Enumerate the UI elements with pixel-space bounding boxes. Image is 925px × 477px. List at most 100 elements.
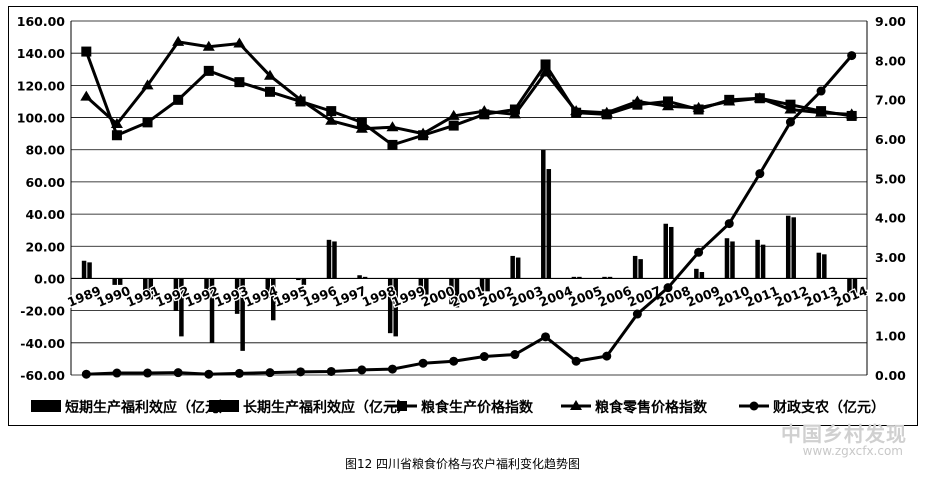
bar [240, 278, 245, 351]
line-point-triangle [141, 79, 154, 90]
bar [326, 239, 332, 279]
axes: -60.00 -40.00 -20.00 0.00 20.00 40.00 60.00 80.… [17, 14, 906, 383]
combo-chart: -60.00 -40.00 -20.00 0.00 20.00 40.00 60.00 80.… [17, 14, 906, 416]
bar [112, 278, 117, 285]
bar [760, 244, 766, 279]
line-point-triangle [539, 66, 552, 77]
line-point-triangle [294, 93, 307, 104]
right-tick-label: 4.00 [875, 211, 906, 226]
bar [209, 278, 215, 343]
bar [179, 278, 184, 337]
bar [173, 278, 179, 311]
bar [847, 278, 852, 295]
line-point-square [111, 130, 122, 141]
left-tick-label: 40.00 [25, 207, 65, 222]
bar [449, 278, 454, 305]
line-point-triangle [233, 37, 246, 48]
bar [301, 278, 307, 285]
line-point-circle [694, 247, 704, 257]
line-point-triangle [600, 106, 613, 117]
line-point-triangle [753, 92, 766, 103]
legend-swatch-bar [31, 400, 61, 412]
bar [485, 278, 490, 292]
right-tick-label: 0.00 [875, 368, 906, 383]
bar [479, 278, 485, 292]
bar [148, 278, 154, 300]
line-point-triangle [264, 69, 276, 80]
bar [296, 278, 301, 281]
bar [632, 255, 638, 279]
line-point-square [540, 59, 551, 70]
bar [393, 278, 398, 337]
bar [515, 257, 521, 279]
line-point-circle [112, 368, 122, 378]
line-point-triangle [202, 40, 215, 51]
bar [362, 276, 368, 279]
line-point-square [326, 106, 337, 117]
line-point-circle [296, 367, 306, 377]
left-tick-label: 20.00 [25, 239, 65, 254]
line-point-triangle [417, 127, 430, 138]
legend-swatch-bar [209, 400, 239, 412]
line-point-circle [816, 86, 826, 96]
series-line [85, 40, 852, 136]
bar [724, 238, 730, 279]
legend-label: 财政支农（亿元） [772, 399, 885, 416]
line-point-triangle [80, 90, 93, 101]
bar [791, 217, 796, 279]
bar [699, 272, 705, 279]
bar [730, 241, 735, 279]
line-point-triangle [815, 106, 828, 117]
line-point-square [387, 139, 398, 150]
line-point-circle [479, 352, 489, 362]
line-point-square [448, 120, 459, 131]
left-tick-label: 60.00 [25, 175, 65, 190]
bar [143, 278, 148, 300]
left-tick-label: -40.00 [20, 336, 65, 351]
watermark-logo: 中国乡村发现 [781, 422, 907, 446]
bar [454, 278, 460, 308]
bar [669, 226, 674, 279]
bar [234, 278, 240, 314]
line-point-triangle [325, 114, 338, 125]
line-point-square [397, 401, 407, 411]
line-point-triangle [692, 101, 705, 112]
bar [204, 278, 209, 300]
bar [424, 278, 429, 295]
bar [822, 254, 827, 279]
bar [87, 262, 92, 279]
legend-label: 长期生产福利效应（亿元） [243, 399, 411, 416]
watermark-url: www.zgxcfx.com [802, 444, 903, 458]
line-point-square [81, 46, 92, 57]
bar [785, 215, 791, 279]
line-point-square [173, 94, 184, 105]
bar [541, 149, 546, 279]
line-point-circle [724, 219, 734, 229]
line-point-triangle [631, 95, 644, 106]
line-point-circle [326, 366, 336, 376]
line-point-triangle [386, 121, 399, 132]
right-tick-label: 2.00 [875, 289, 906, 304]
left-tick-label: -20.00 [20, 304, 65, 319]
line-point-circle [510, 350, 520, 360]
bar [546, 169, 552, 279]
series-line [86, 54, 853, 376]
bar [117, 278, 123, 285]
line-point-square [234, 77, 245, 88]
right-tick-label: 7.00 [875, 93, 906, 108]
bar-series [81, 149, 858, 351]
right-tick-label: 6.00 [875, 132, 906, 147]
bar [663, 223, 668, 279]
line-point-triangle [447, 109, 460, 120]
line-point-circle [204, 369, 214, 379]
bar [755, 239, 760, 279]
line-point-circle [632, 309, 642, 319]
bar [577, 276, 582, 279]
legend-label: 粮食零售价格指数 [595, 399, 708, 416]
line-point-square [203, 65, 214, 76]
bar [602, 276, 607, 279]
right-tick-label: 5.00 [875, 171, 906, 186]
left-tick-label: -60.00 [20, 368, 65, 383]
line-point-circle [387, 364, 397, 374]
line-point-circle [663, 283, 673, 293]
